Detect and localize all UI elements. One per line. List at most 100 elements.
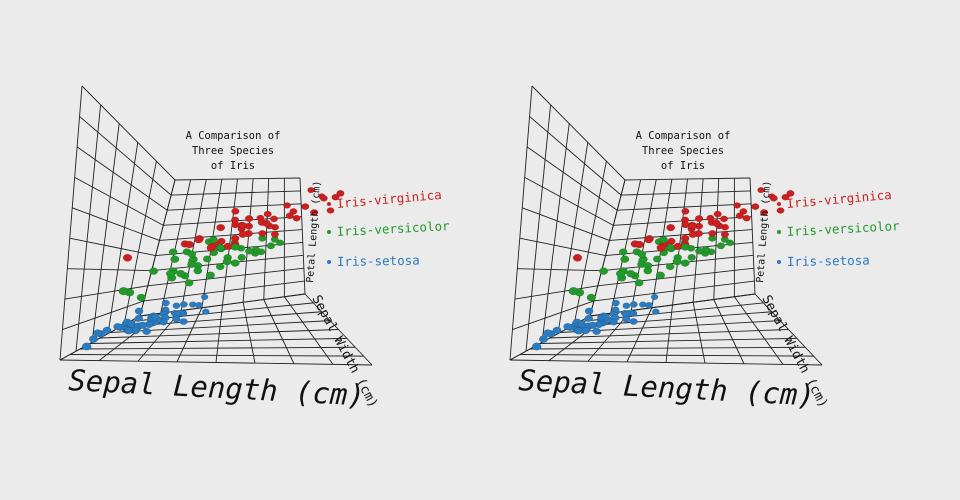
data-point-iris-virginica [244, 215, 254, 223]
wall-grid-line [541, 123, 570, 343]
data-point-iris-virginica [720, 231, 729, 238]
data-point-iris-versicolor [202, 255, 212, 263]
data-point-iris-setosa [650, 293, 659, 301]
floor-grid-line [242, 302, 256, 364]
wall-grid-line [67, 268, 152, 272]
data-point-iris-versicolor [626, 269, 636, 278]
data-point-iris-versicolor [136, 293, 146, 302]
wall-grid-line [91, 123, 120, 343]
data-point-iris-versicolor [176, 269, 186, 278]
data-point-iris-virginica [776, 207, 785, 214]
data-point-iris-versicolor [666, 243, 676, 252]
wall-grid-line [573, 161, 607, 325]
data-point-iris-setosa [179, 301, 188, 308]
data-point-iris-setosa [161, 299, 170, 307]
data-point-iris-versicolor [643, 267, 653, 275]
wall-grid-line [74, 176, 164, 226]
wall-grid-line [79, 116, 172, 196]
wall-grid-line [64, 285, 148, 300]
wall-grid-line [72, 207, 160, 241]
wall-grid-line [59, 85, 83, 361]
floor-grid-line [284, 296, 334, 365]
data-point-iris-versicolor [680, 259, 690, 267]
data-point-iris-versicolor [655, 271, 665, 280]
data-point-iris-virginica [634, 240, 644, 249]
data-point-iris-versicolor [568, 287, 579, 296]
data-point-iris-setosa [622, 302, 631, 309]
chart-title-line: Three Species [642, 145, 724, 157]
data-point-iris-virginica [720, 215, 728, 223]
wall-grid-line [263, 178, 270, 300]
data-point-iris-virginica [258, 230, 267, 237]
data-point-iris-setosa [531, 342, 542, 351]
data-point-iris-versicolor [165, 269, 176, 278]
data-point-iris-versicolor [205, 271, 215, 280]
legend: Iris-virginica Iris-versicolor Iris-setosa [777, 187, 900, 269]
wall-grid-line [299, 177, 306, 295]
data-point-iris-virginica [301, 203, 310, 210]
data-point-iris-setosa [134, 307, 144, 315]
data-point-iris-setosa [195, 301, 203, 309]
data-point-iris-virginica [307, 187, 315, 194]
data-point-iris-versicolor [716, 242, 726, 250]
data-point-iris-virginica [292, 214, 301, 222]
data-point-iris-setosa [179, 318, 188, 325]
x-axis-label: Sepal Length (cm) [518, 363, 816, 412]
data-point-iris-virginica [757, 187, 765, 194]
data-point-iris-setosa [81, 342, 92, 351]
data-point-iris-setosa [151, 313, 160, 321]
data-point-iris-virginica [238, 222, 247, 230]
legend-marker-iris-virginica [327, 202, 331, 206]
wall-grid-line [531, 85, 626, 181]
data-point-iris-versicolor [216, 243, 226, 252]
data-point-iris-setosa [142, 327, 151, 335]
floor-grid-line [754, 293, 823, 366]
wall-grid-line [107, 142, 139, 334]
data-point-iris-setosa [552, 326, 562, 334]
data-point-iris-setosa [645, 301, 653, 309]
wall-grid-line [749, 177, 756, 295]
data-point-iris-virginica [739, 208, 748, 215]
data-point-iris-virginica [688, 230, 698, 238]
data-point-iris-setosa [584, 314, 594, 322]
data-point-iris-virginica [194, 236, 204, 244]
wall-grid-line [242, 178, 254, 303]
data-point-iris-versicolor [659, 236, 668, 244]
wall-grid-line [160, 179, 192, 314]
data-point-iris-versicolor [620, 255, 630, 263]
data-point-iris-setosa [651, 308, 660, 315]
data-point-iris-virginica [263, 210, 272, 218]
data-point-iris-virginica [572, 253, 583, 262]
data-point-iris-virginica [285, 212, 294, 220]
z-axis-label: Petal Length (cm) [755, 180, 773, 283]
legend-label-iris-versicolor: Iris-versicolor [786, 218, 900, 239]
data-point-iris-versicolor [672, 257, 682, 266]
data-point-iris-versicolor [266, 242, 276, 250]
data-point-iris-setosa [138, 321, 148, 329]
scatter-3d-view-left: A Comparison of Three Species of Iris Sepal… [59, 85, 450, 413]
data-point-iris-virginica [681, 221, 690, 229]
data-point-iris-setosa [172, 302, 181, 309]
wall-grid-line [517, 268, 602, 272]
data-point-iris-setosa [588, 321, 598, 329]
floor-grid-line [692, 302, 706, 364]
wall-grid-line [123, 161, 157, 325]
data-point-iris-virginica [713, 210, 722, 218]
legend-marker-iris-virginica [777, 202, 781, 206]
wall-grid-line [76, 146, 168, 211]
data-point-iris-setosa [172, 315, 181, 323]
data-point-iris-setosa [201, 308, 210, 315]
data-point-iris-virginica [769, 195, 778, 202]
wall-grid-line [529, 116, 622, 196]
legend-label-iris-versicolor: Iris-versicolor [336, 218, 450, 239]
data-point-iris-virginica [786, 190, 795, 197]
wall-grid-line [526, 146, 618, 211]
data-point-iris-virginica [673, 242, 683, 250]
wall-grid-line [713, 178, 720, 300]
data-point-iris-virginica [270, 215, 278, 223]
data-point-iris-versicolor [209, 236, 218, 244]
data-point-iris-versicolor [695, 247, 704, 255]
data-point-iris-virginica [742, 214, 751, 222]
data-point-iris-virginica [733, 202, 741, 209]
points-layer [81, 187, 345, 351]
